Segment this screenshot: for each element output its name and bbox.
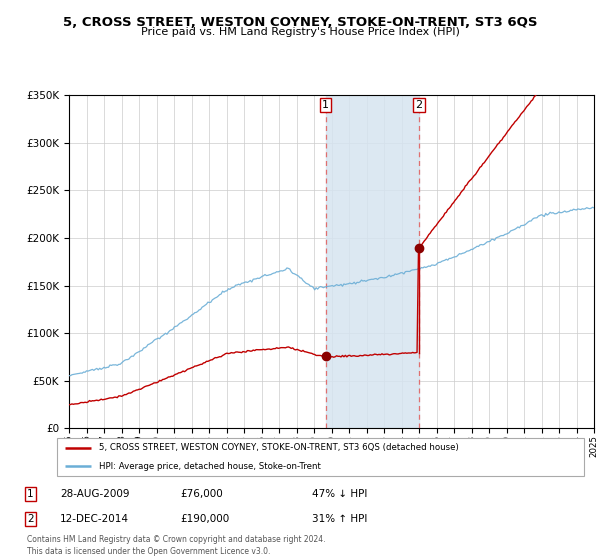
- Text: 2: 2: [415, 100, 422, 110]
- Text: 28-AUG-2009: 28-AUG-2009: [60, 489, 130, 499]
- Text: 1: 1: [322, 100, 329, 110]
- Bar: [326, 95, 419, 428]
- Text: £190,000: £190,000: [180, 514, 229, 524]
- Text: 31% ↑ HPI: 31% ↑ HPI: [312, 514, 367, 524]
- Text: HPI: Average price, detached house, Stoke-on-Trent: HPI: Average price, detached house, Stok…: [100, 462, 321, 471]
- FancyBboxPatch shape: [56, 438, 584, 475]
- Text: Contains HM Land Registry data © Crown copyright and database right 2024.
This d: Contains HM Land Registry data © Crown c…: [27, 535, 325, 556]
- Text: 5, CROSS STREET, WESTON COYNEY, STOKE-ON-TRENT, ST3 6QS: 5, CROSS STREET, WESTON COYNEY, STOKE-ON…: [63, 16, 537, 29]
- Text: 5, CROSS STREET, WESTON COYNEY, STOKE-ON-TRENT, ST3 6QS (detached house): 5, CROSS STREET, WESTON COYNEY, STOKE-ON…: [100, 443, 459, 452]
- Text: 2: 2: [27, 514, 34, 524]
- Text: 47% ↓ HPI: 47% ↓ HPI: [312, 489, 367, 499]
- Text: 1: 1: [27, 489, 34, 499]
- Text: Price paid vs. HM Land Registry's House Price Index (HPI): Price paid vs. HM Land Registry's House …: [140, 27, 460, 37]
- Text: 12-DEC-2014: 12-DEC-2014: [60, 514, 129, 524]
- Text: £76,000: £76,000: [180, 489, 223, 499]
